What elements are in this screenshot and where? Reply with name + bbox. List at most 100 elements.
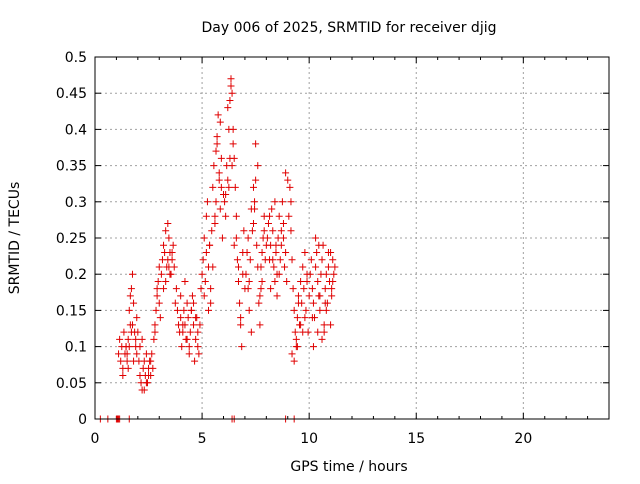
- data-point: [210, 162, 218, 170]
- data-point: [162, 227, 170, 235]
- y-tick-label: 0.4: [65, 122, 87, 138]
- data-point: [271, 277, 279, 285]
- data-point: [125, 306, 133, 314]
- data-point: [331, 263, 339, 271]
- data-point: [260, 227, 268, 235]
- data-point: [150, 335, 158, 343]
- data-point: [120, 328, 128, 336]
- data-point: [187, 306, 195, 314]
- data-point: [252, 140, 260, 148]
- data-point: [231, 183, 239, 191]
- data-point: [222, 212, 230, 220]
- data-point: [165, 263, 173, 271]
- data-point: [321, 285, 329, 293]
- data-point: [289, 285, 297, 293]
- data-point: [147, 357, 155, 365]
- data-point: [151, 321, 159, 329]
- data-point: [212, 147, 220, 155]
- data-point: [321, 299, 329, 307]
- data-point: [155, 263, 163, 271]
- data-point: [324, 248, 332, 256]
- x-tick-label: 20: [514, 431, 532, 447]
- data-point: [128, 321, 136, 329]
- data-point: [308, 314, 316, 322]
- data-point: [292, 335, 300, 343]
- data-point: [126, 292, 134, 300]
- data-point: [284, 176, 292, 184]
- y-axis-label: SRMTID / TECUs: [7, 182, 23, 295]
- data-point: [330, 270, 338, 278]
- x-axis-label: GPS time / hours: [290, 459, 407, 475]
- data-point: [145, 372, 153, 380]
- data-point: [117, 357, 125, 365]
- data-point: [178, 343, 186, 351]
- data-point: [153, 285, 161, 293]
- data-point: [119, 372, 127, 380]
- y-tick-label: 0.25: [56, 231, 87, 247]
- data-point: [256, 321, 264, 329]
- data-point: [124, 335, 132, 343]
- data-point: [249, 220, 257, 228]
- data-point: [206, 241, 214, 249]
- data-point: [322, 270, 330, 278]
- data-point: [202, 248, 210, 256]
- data-point: [148, 350, 156, 358]
- data-point: [247, 328, 255, 336]
- data-point: [201, 277, 209, 285]
- data-point: [213, 140, 221, 148]
- data-point: [215, 169, 223, 177]
- data-point: [222, 191, 230, 199]
- data-point: [322, 306, 330, 314]
- data-point: [205, 306, 213, 314]
- data-point: [226, 154, 234, 162]
- data-point: [179, 328, 187, 336]
- data-point: [224, 176, 232, 184]
- data-point: [315, 241, 323, 249]
- data-point: [169, 241, 177, 249]
- data-point: [196, 321, 204, 329]
- data-point: [242, 270, 250, 278]
- data-point: [224, 104, 232, 112]
- y-tick-label: 0.5: [65, 50, 87, 66]
- data-point: [229, 140, 237, 148]
- data-point: [136, 343, 144, 351]
- data-point: [232, 212, 240, 220]
- chart-title: Day 006 of 2025, SRMTID for receiver dji…: [202, 20, 497, 36]
- data-point: [256, 292, 264, 300]
- data-point: [275, 270, 283, 278]
- data-point: [328, 285, 336, 293]
- data-point: [130, 299, 138, 307]
- data-point: [134, 328, 142, 336]
- data-point: [264, 220, 272, 228]
- data-point: [288, 256, 296, 264]
- data-point: [115, 350, 123, 358]
- data-point: [285, 212, 293, 220]
- data-point: [282, 169, 290, 177]
- data-point: [244, 234, 252, 242]
- data-point: [157, 270, 165, 278]
- data-point: [314, 328, 322, 336]
- data-point: [177, 292, 185, 300]
- data-point: [190, 299, 198, 307]
- data-point: [232, 234, 240, 242]
- data-point: [301, 314, 309, 322]
- data-point: [287, 227, 295, 235]
- data-point: [202, 212, 210, 220]
- data-point: [185, 343, 193, 351]
- data-point: [253, 241, 261, 249]
- data-point: [142, 379, 150, 387]
- data-point: [160, 285, 168, 293]
- data-point: [191, 357, 199, 365]
- data-point: [257, 285, 265, 293]
- data-point: [303, 277, 311, 285]
- data-point: [267, 285, 275, 293]
- data-point: [316, 306, 324, 314]
- data-point: [271, 198, 279, 206]
- data-point: [200, 292, 208, 300]
- y-tick-label: 0.1: [65, 340, 87, 356]
- y-tick-label: 0.3: [65, 195, 87, 211]
- data-point: [208, 227, 216, 235]
- data-point: [312, 263, 320, 271]
- data-point: [140, 386, 148, 394]
